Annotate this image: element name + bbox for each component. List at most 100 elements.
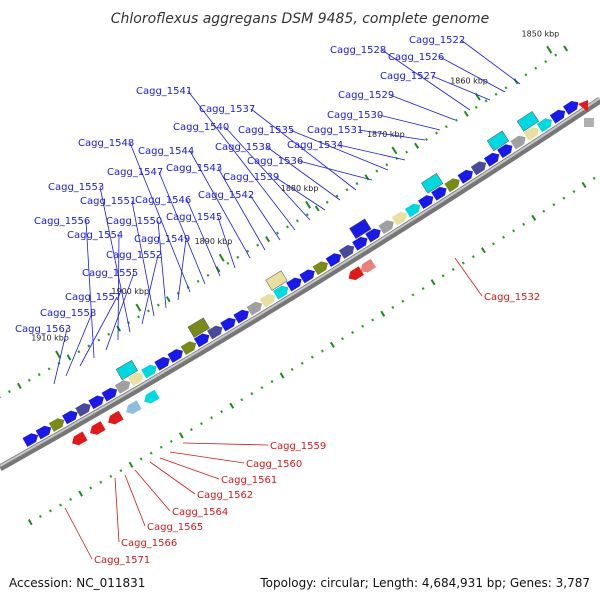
scale-dot xyxy=(305,213,309,217)
scale-dot xyxy=(494,92,498,96)
leader-line xyxy=(217,167,266,251)
scale-dot xyxy=(375,169,379,173)
kbp-tick-1860-kbp: 1860 kbp xyxy=(450,76,488,85)
leader-line xyxy=(149,461,196,495)
scale-dot xyxy=(335,194,339,198)
forward-gene-arrow xyxy=(352,236,368,251)
leader-line xyxy=(182,442,269,446)
forward-gene-arrow xyxy=(523,127,539,141)
scale-dot xyxy=(592,176,596,180)
leader-line xyxy=(298,160,373,181)
scale-dot xyxy=(27,378,31,382)
gene-label-cagg_1560: Cagg_1560 xyxy=(246,459,302,470)
scale-dot xyxy=(66,354,72,361)
leader-line xyxy=(114,477,120,543)
gene-label-cagg_1555: Cagg_1555 xyxy=(82,268,138,279)
scale-dot xyxy=(59,503,62,507)
forward-gene-arrow xyxy=(470,161,487,176)
scale-dot xyxy=(189,428,193,432)
leader-line xyxy=(186,199,221,277)
leader-line xyxy=(159,457,220,480)
leader-line xyxy=(217,216,236,269)
forward-gene-box xyxy=(265,270,288,291)
forward-gene-arrow xyxy=(127,372,144,387)
scale-dot xyxy=(246,249,250,253)
reverse-gene-arrow xyxy=(90,421,106,435)
forward-gene-arrow xyxy=(444,178,460,193)
kbp-tick-mark xyxy=(305,200,312,209)
forward-gene-arrow xyxy=(404,203,421,218)
gene-label-cagg_1542: Cagg_1542 xyxy=(198,190,254,201)
leader-line xyxy=(64,507,93,560)
scale-dot xyxy=(128,461,134,468)
forward-gene-arrow xyxy=(510,135,526,150)
scale-dot xyxy=(159,445,163,449)
gene-labels: Cagg_1522 Cagg_1526 Cagg_1527 Cagg_1528 Cagg… xyxy=(15,35,540,566)
forward-gene-box xyxy=(187,317,210,338)
scale-dot xyxy=(279,372,285,379)
scale-dot xyxy=(544,60,548,64)
gene-label-cagg_1563: Cagg_1563 xyxy=(15,324,71,335)
scale-dot xyxy=(137,315,140,319)
scale-dot xyxy=(380,310,386,317)
forward-gene-arrow xyxy=(483,152,500,167)
scale-dot xyxy=(310,355,314,359)
leader-line xyxy=(274,176,326,211)
scale-dot xyxy=(38,514,42,518)
tick-dots xyxy=(0,45,596,526)
scale-dot xyxy=(351,330,355,335)
leader-line xyxy=(454,257,483,297)
kbp-tick-1890-kbp: 1890 kbp xyxy=(195,237,233,246)
scale-dot xyxy=(270,380,274,384)
scale-dot xyxy=(236,255,240,259)
leader-line xyxy=(85,220,95,359)
scale-dot xyxy=(260,386,264,390)
scale-dot xyxy=(491,242,495,246)
gene-label-cagg_1561: Cagg_1561 xyxy=(221,475,277,486)
kbp-tick-mark xyxy=(55,350,61,359)
leader-line xyxy=(266,146,341,201)
scale-dot xyxy=(562,196,566,200)
scale-dot xyxy=(421,287,425,291)
scale-dot xyxy=(77,350,81,354)
scale-dot xyxy=(371,318,375,322)
forward-gene-arrow xyxy=(233,309,249,324)
scale-dot xyxy=(345,188,349,192)
forward-gene-arrow xyxy=(167,349,183,363)
kbp-tick-mark xyxy=(218,253,225,262)
scale-dot xyxy=(107,332,111,336)
gene-label-cagg_1544: Cagg_1544 xyxy=(138,146,194,157)
leader-line xyxy=(177,238,187,301)
scale-dot xyxy=(480,247,486,254)
gene-label-cagg_1543: Cagg_1543 xyxy=(166,163,222,174)
forward-gene-arrow xyxy=(378,220,394,235)
scale-dot xyxy=(314,205,320,212)
gene-label-cagg_1528: Cagg_1528 xyxy=(330,45,386,56)
scale-dot xyxy=(89,486,93,490)
leader-line xyxy=(338,144,406,161)
leader-line xyxy=(117,234,120,341)
kbp-tick-1880-kbp: 1880 kbp xyxy=(281,184,319,193)
gene-label-cagg_1541: Cagg_1541 xyxy=(136,86,192,97)
forward-gene-arrow xyxy=(22,433,39,447)
forward-gene-arrow xyxy=(207,325,223,340)
gene-label-cagg_1565: Cagg_1565 xyxy=(147,522,203,533)
scale-dot xyxy=(329,341,335,348)
gene-label-cagg_1562: Cagg_1562 xyxy=(197,490,253,501)
forward-gene-arrow xyxy=(497,144,513,159)
scale-dot xyxy=(522,222,526,226)
gene-label-cagg_1536: Cagg_1536 xyxy=(247,156,303,167)
scale-dot xyxy=(414,142,420,149)
gene-label-cagg_1547: Cagg_1547 xyxy=(107,167,163,178)
scale-dot xyxy=(454,118,458,122)
forward-gene-arrow xyxy=(180,341,197,356)
scale-dot xyxy=(99,480,103,484)
gene-label-cagg_1522: Cagg_1522 xyxy=(409,35,465,46)
forward-gene-arrow xyxy=(101,387,118,402)
gene-label-cagg_1556: Cagg_1556 xyxy=(34,216,90,227)
gene-label-cagg_1535: Cagg_1535 xyxy=(238,125,294,136)
scale-dot xyxy=(563,45,569,52)
forward-gene-box xyxy=(115,359,139,381)
scale-dot xyxy=(361,324,365,328)
forward-gene-arrow xyxy=(75,403,91,417)
